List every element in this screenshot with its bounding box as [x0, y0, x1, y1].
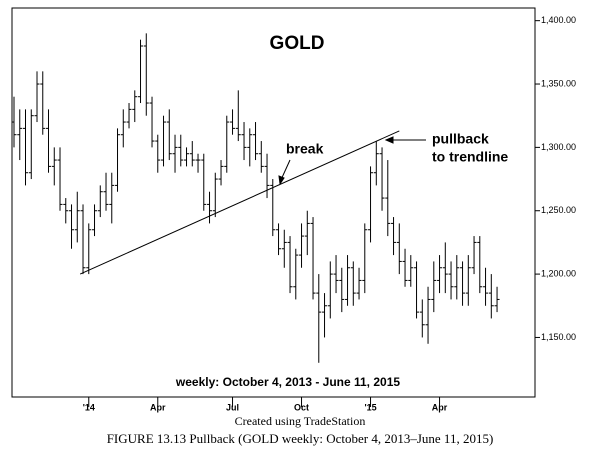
x-tick-label: Oct [294, 402, 309, 412]
arrow-head [278, 175, 285, 186]
annotation: pullback [432, 131, 489, 147]
chart-title: GOLD [270, 33, 325, 54]
x-tick-label: Apr [432, 402, 448, 412]
annotation: to trendline [432, 149, 508, 165]
y-tick-label: 1,250.00 [541, 205, 576, 215]
caption: FIGURE 13.13 Pullback (GOLD weekly: Octo… [107, 431, 494, 446]
arrow-head [384, 136, 394, 144]
x-tick-label: Apr [150, 402, 166, 412]
x-tick-label: Jul [226, 402, 239, 412]
y-tick-label: 1,200.00 [541, 268, 576, 278]
x-tick-label: '14 [83, 402, 95, 412]
chart-subtitle: weekly: October 4, 2013 - June 11, 2015 [175, 375, 400, 389]
x-tick-label: '15 [364, 402, 376, 412]
y-tick-label: 1,150.00 [541, 332, 576, 342]
y-tick-label: 1,350.00 [541, 78, 576, 88]
plot-frame [11, 7, 536, 398]
trendline [79, 130, 400, 275]
annotation: break [286, 141, 324, 157]
y-tick-label: 1,300.00 [541, 142, 576, 152]
credit: Created using TradeStation [235, 414, 366, 428]
y-tick-label: 1,400.00 [541, 15, 576, 25]
arrows [278, 136, 426, 186]
